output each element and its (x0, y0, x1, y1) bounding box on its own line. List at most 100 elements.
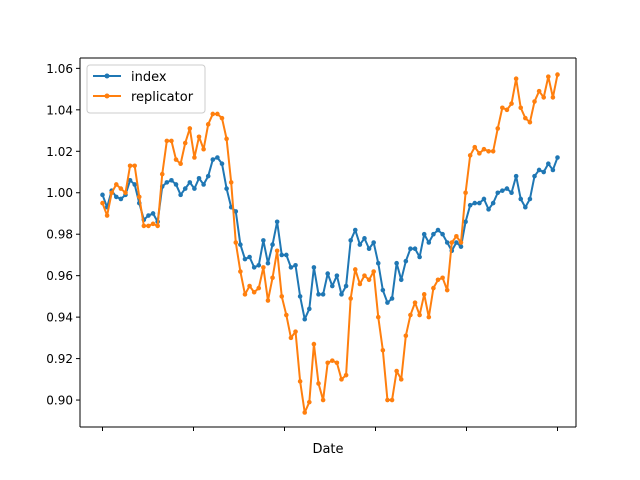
data-point-index (371, 240, 376, 245)
data-point-replicator (265, 298, 271, 303)
data-point-replicator (210, 111, 216, 117)
data-point-replicator (343, 372, 349, 378)
x-axis-label: Date (312, 442, 343, 457)
data-point-replicator (449, 240, 455, 245)
data-point-replicator (136, 194, 142, 200)
data-point-index (178, 192, 183, 198)
data-point-replicator (288, 335, 294, 341)
data-point-replicator (150, 221, 156, 227)
data-point-index (100, 192, 105, 198)
data-point-index (477, 200, 482, 206)
data-point-replicator (385, 397, 390, 403)
series-line-index (101, 156, 559, 321)
data-point-index (233, 209, 239, 214)
data-point-index (486, 207, 491, 212)
data-point-replicator (238, 269, 243, 274)
data-point-replicator (536, 88, 542, 94)
data-point-index (389, 296, 395, 301)
data-point-replicator (421, 292, 427, 297)
plot-frame (79, 57, 577, 428)
data-point-replicator (472, 144, 478, 150)
data-point-index (527, 196, 533, 202)
y-tick-label: 1.04 (46, 103, 73, 117)
data-point-index (325, 271, 331, 276)
data-point-replicator (467, 153, 473, 158)
data-point-replicator (509, 101, 514, 106)
y-tick-label: 0.96 (46, 269, 73, 283)
data-point-replicator (192, 155, 197, 160)
data-point-index (518, 196, 524, 202)
data-point-index (164, 180, 170, 185)
data-point-index (495, 190, 501, 196)
data-point-replicator (357, 281, 363, 287)
data-point-index (284, 252, 289, 258)
data-point-index (431, 231, 436, 237)
data-point-index (265, 260, 271, 266)
data-point-index (417, 254, 422, 260)
data-point-replicator (339, 377, 344, 382)
data-point-index (307, 306, 312, 312)
data-point-index (320, 292, 326, 297)
data-point-replicator (444, 287, 450, 293)
data-point-replicator (284, 312, 289, 318)
data-point-index (362, 236, 367, 241)
data-point-index (509, 190, 514, 196)
data-point-replicator (504, 107, 510, 113)
data-point-replicator (334, 360, 340, 366)
data-point-index (513, 173, 519, 179)
data-point-replicator (550, 95, 556, 100)
data-point-replicator (132, 163, 137, 169)
data-point-replicator (187, 126, 193, 131)
data-point-replicator (233, 240, 239, 245)
data-point-index (500, 188, 505, 193)
data-point-index (352, 227, 358, 233)
legend-index-marker (104, 73, 110, 79)
data-point-replicator (297, 379, 303, 384)
data-point-replicator (490, 148, 496, 154)
data-point-index (187, 180, 193, 185)
data-point-index (196, 175, 202, 181)
data-point-replicator (481, 146, 487, 152)
data-point-index (242, 256, 248, 262)
data-point-index (201, 182, 206, 187)
y-tick-label: 0.98 (46, 228, 73, 242)
data-point-replicator (196, 134, 202, 140)
y-tick-label: 0.92 (46, 352, 73, 366)
data-point-replicator (201, 146, 206, 152)
data-point-index (127, 178, 133, 183)
data-point-index (398, 277, 404, 283)
data-point-replicator (398, 377, 404, 382)
data-point-replicator (325, 360, 331, 366)
data-point-replicator (205, 122, 211, 127)
data-point-replicator (546, 74, 551, 79)
data-point-index (297, 294, 303, 299)
data-point-replicator (486, 148, 491, 154)
data-point-replicator (228, 180, 234, 185)
data-point-replicator (541, 95, 547, 100)
x-axis (102, 427, 558, 431)
y-axis: 0.90 0.92 0.94 0.96 0.98 1.00 1.02 1.04 1.06 (46, 62, 80, 408)
data-point-index (380, 287, 386, 293)
legend: index replicator (86, 64, 206, 114)
data-point-index (348, 238, 353, 243)
data-point-replicator (440, 275, 445, 281)
data-point-replicator (527, 119, 533, 125)
data-point-index (219, 161, 225, 167)
data-point-index (293, 263, 298, 268)
data-point-replicator (408, 312, 413, 318)
data-point-index (334, 273, 340, 278)
data-point-replicator (513, 76, 519, 82)
data-point-replicator (394, 368, 399, 374)
data-point-index (458, 244, 464, 249)
data-point-index (279, 252, 285, 258)
data-point-index (256, 263, 262, 268)
data-point-replicator (118, 186, 124, 191)
data-point-index (247, 254, 252, 260)
legend-replicator-marker (104, 93, 110, 99)
data-point-index (173, 182, 179, 187)
data-point-index (215, 155, 220, 160)
data-point-replicator (463, 190, 468, 196)
data-point-index (192, 186, 197, 191)
data-point-index (550, 167, 556, 173)
data-point-replicator (403, 333, 409, 339)
